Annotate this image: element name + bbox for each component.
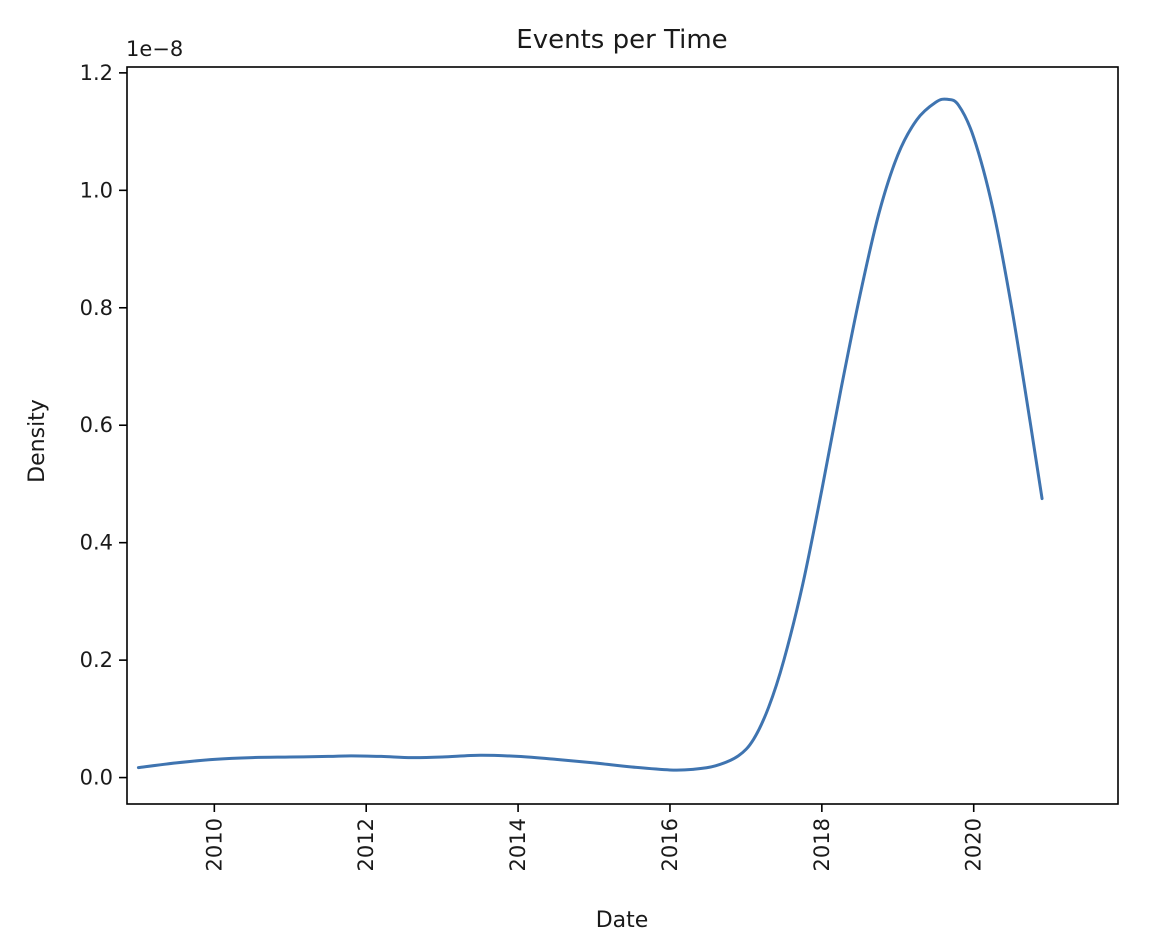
x-tick-label: 2020 — [962, 818, 986, 871]
y-axis-offset-label: 1e−8 — [126, 37, 183, 61]
y-tick-label: 0.4 — [80, 531, 113, 555]
x-axis-label: Date — [596, 908, 649, 933]
x-tick-label: 2012 — [354, 818, 378, 871]
chart-title: Events per Time — [516, 25, 727, 55]
plot-frame — [126, 66, 1119, 805]
y-tick-label: 0.8 — [80, 296, 113, 320]
y-tick-label: 1.2 — [80, 61, 113, 85]
x-axis: 2010 2012 2014 2016 2018 2020 — [202, 804, 986, 871]
series-line-0 — [136, 97, 1044, 772]
y-tick-label: 0.2 — [80, 648, 113, 672]
plot-area — [136, 97, 1044, 772]
y-tick-label: 0.6 — [80, 413, 113, 437]
x-tick-label: 2016 — [658, 818, 682, 871]
x-tick-label: 2014 — [506, 818, 530, 871]
y-tick-label: 1.0 — [80, 178, 113, 202]
y-axis-label: Density — [25, 399, 50, 483]
x-tick-label: 2018 — [810, 818, 834, 871]
y-tick-label: 0.0 — [80, 766, 113, 790]
y-axis: 0.0 0.2 0.4 0.6 0.8 1.0 1.2 — [80, 61, 127, 790]
x-tick-label: 2010 — [202, 818, 226, 871]
